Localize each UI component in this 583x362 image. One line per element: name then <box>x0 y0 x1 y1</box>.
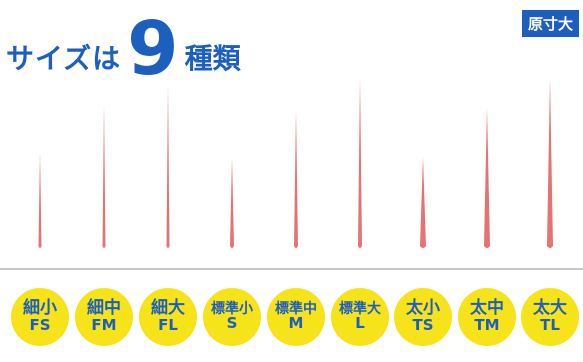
size-label-m: 標準中 M <box>267 288 325 346</box>
size-name: 標準小 <box>211 300 253 317</box>
size-name: 太大 <box>533 298 567 319</box>
needle-tm <box>484 107 490 248</box>
size-labels: 細小 FS 細中 FM 細大 FL 標準小 S 標準中 M 標準大 L 太小 TS 太中 TM 太大 TL <box>0 275 583 355</box>
size-code: S <box>226 314 238 333</box>
size-code: TM <box>474 316 500 335</box>
title-number: 9 <box>127 6 179 92</box>
size-label-fm: 細中 FM <box>75 288 133 346</box>
needle-fl <box>166 84 170 248</box>
needle-ts <box>420 157 426 248</box>
needle-fm <box>102 105 106 248</box>
size-label-tl: 太大 TL <box>521 288 579 346</box>
size-name: 細中 <box>87 298 121 319</box>
size-code: TL <box>540 316 560 335</box>
size-label-l: 標準大 L <box>331 288 389 346</box>
size-code: L <box>355 314 365 333</box>
size-code: M <box>288 314 304 333</box>
size-name: 太小 <box>406 298 440 319</box>
size-label-fs: 細小 FS <box>11 288 69 346</box>
page-title: サイズは 9 種類 <box>6 6 241 86</box>
needle-m <box>294 110 298 248</box>
needle-s <box>230 157 234 248</box>
divider <box>0 268 583 270</box>
size-code: FM <box>91 316 117 335</box>
size-label-tm: 太中 TM <box>458 288 516 346</box>
size-label-fl: 細大 FL <box>139 288 197 346</box>
size-name: 標準中 <box>275 300 317 317</box>
size-label-s: 標準小 S <box>203 288 261 346</box>
size-code: FL <box>158 316 178 335</box>
size-code: FS <box>29 316 51 335</box>
needle-tl <box>547 79 553 248</box>
size-name: 太中 <box>470 298 504 319</box>
needle-l <box>358 76 362 249</box>
title-suffix: 種類 <box>184 42 241 75</box>
size-name: 細小 <box>23 298 57 319</box>
actual-size-badge: 原寸大 <box>521 10 579 37</box>
size-code: TS <box>412 316 434 335</box>
size-name: 細大 <box>151 298 185 319</box>
size-label-ts: 太小 TS <box>394 288 452 346</box>
title-prefix: サイズは <box>6 42 122 75</box>
needles-illustration <box>38 76 553 249</box>
needle-fs <box>38 151 42 248</box>
size-name: 標準大 <box>339 300 381 317</box>
